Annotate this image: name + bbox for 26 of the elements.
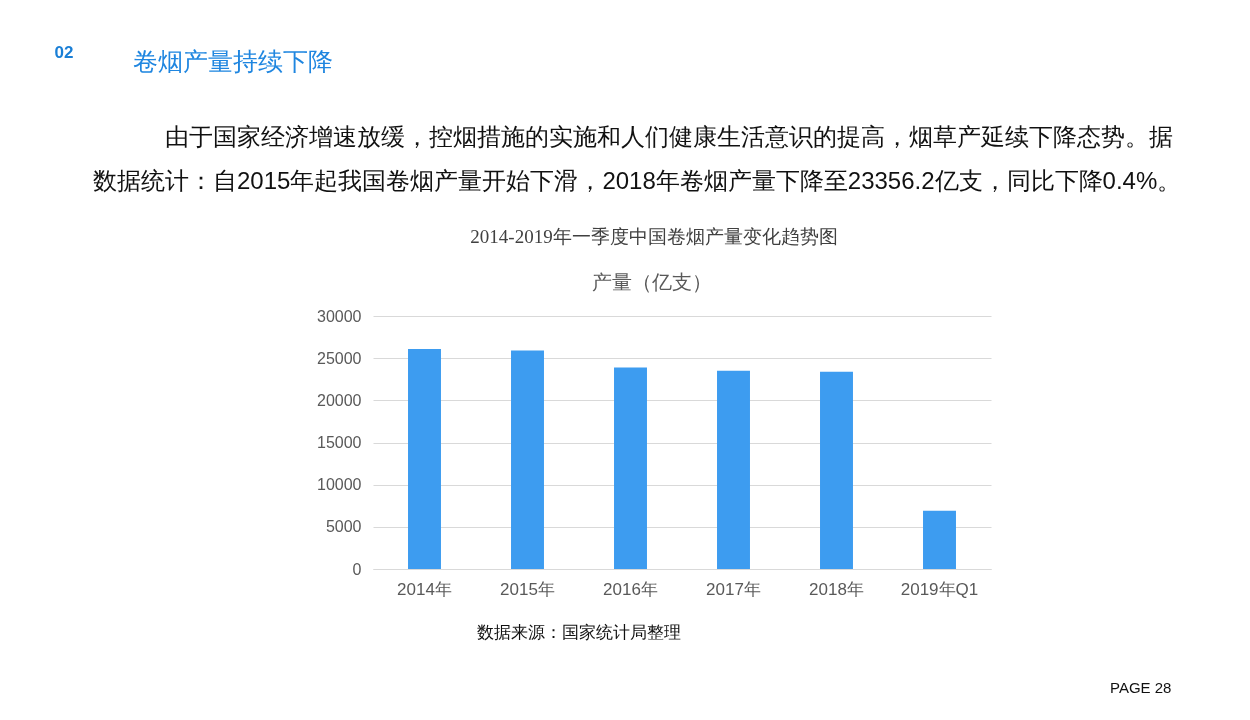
bar	[614, 367, 647, 569]
x-tick-label: 2019年Q1	[900, 579, 979, 599]
bar	[923, 510, 956, 569]
x-tick-label: 2018年	[809, 579, 864, 599]
text: 卷烟产量持续下降	[133, 47, 333, 75]
x-tick-label: 2017年	[706, 579, 761, 599]
y-tick-label: 30000	[317, 307, 362, 325]
source-note: 数据来源：国家统计局整理	[477, 623, 681, 642]
y-tick-label: 20000	[317, 391, 362, 409]
bar	[717, 370, 750, 569]
x-tick-label: 2014年	[397, 579, 452, 599]
y-tick-label: 25000	[317, 349, 362, 367]
chart-subtitle: 产量（亿支）	[592, 271, 712, 293]
bar	[408, 348, 441, 569]
bar	[511, 350, 544, 569]
x-tick-label: 2016年	[603, 579, 658, 599]
text: 02	[54, 43, 74, 62]
y-tick-label: 15000	[317, 434, 362, 451]
x-tick-label: 2015年	[500, 579, 555, 599]
y-tick-label: 5000	[325, 518, 362, 536]
chart-title: 2014-2019年一季度中国卷烟产量变化趋势图	[470, 226, 838, 247]
y-tick-label: 0	[352, 560, 362, 578]
bar	[820, 371, 853, 569]
text: 由于国家经济增速放缓，控烟措施的实施和人们健康生活意识的提高，烟草产延续下降态势。据数据统计：自2015年起我国卷烟产量开始下滑，2018年卷烟产量下降至23356.2亿支，同比下降0.4%。	[93, 123, 1182, 194]
y-tick-label: 10000	[317, 476, 362, 494]
text: PAGE 28	[1110, 679, 1172, 696]
